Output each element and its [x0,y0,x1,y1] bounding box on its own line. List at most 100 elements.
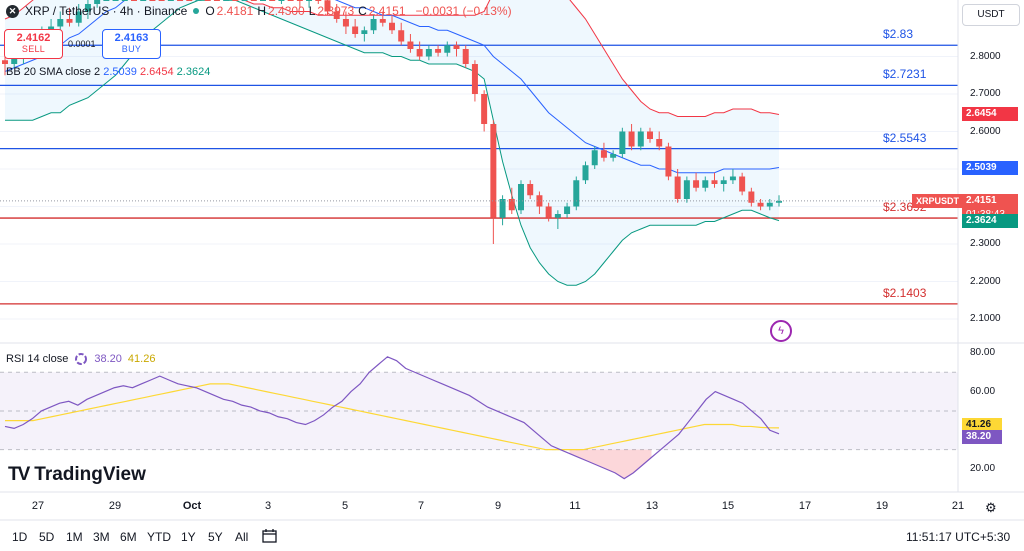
timeframe-1d[interactable]: 1D [12,530,28,544]
candle [536,191,543,214]
bollinger-upper-tag: 2.6454 [962,107,1018,122]
candle [711,172,718,188]
candle [573,176,580,211]
candle [204,0,211,1]
candle-body [278,0,285,1]
ohlc-c: C 2.4151 [358,4,407,18]
candle-body [518,184,524,211]
candle [619,127,626,158]
candle [287,0,294,1]
ohlc-l: L 2.3973 [309,4,356,18]
candle [94,0,101,8]
bollinger-basis-value: 2.5039 [103,66,137,78]
candle [444,41,451,57]
candle [554,210,561,229]
candle-body [407,41,414,49]
candle-body [665,146,672,177]
candle [75,4,82,27]
candle-body [739,176,746,192]
timeframe-3m[interactable]: 3M [93,530,110,544]
candle [499,195,506,226]
candle [250,0,257,1]
candle-body [729,176,736,181]
candle-body [296,0,303,1]
candle [665,142,672,181]
candle [610,150,617,162]
candle-body [333,11,340,19]
sell-button[interactable]: 2.4162 SELL [4,29,63,59]
candle-body [748,191,755,203]
candle [518,180,524,214]
candle-body [776,200,782,203]
timeframe-ytd[interactable]: YTD [147,530,171,544]
candle [57,11,64,31]
level-label: $2.83 [883,27,914,42]
candle [296,0,303,8]
currency-selector[interactable]: USDT [962,4,1020,26]
candle [471,60,478,102]
timeframe-all[interactable]: All [235,530,249,544]
candle-body [94,0,101,4]
last-price-tag: 2.4151 [962,193,1018,208]
candle-body [370,19,377,31]
time-axis-label: 17 [798,500,812,512]
rsi-ma-line [5,383,780,451]
date-range-icon[interactable] [262,528,278,549]
timeframe-5y[interactable]: 5Y [208,530,223,544]
candle [121,0,128,1]
candle-body [619,131,626,154]
tradingview-logo[interactable]: TV TradingView [8,464,146,486]
rsi-legend[interactable]: RSI 14 close 38.20 41.26 [6,352,155,366]
symbol-header[interactable]: ✕ XRP / TetherUS · 4h · Binance O 2.4181 H… [6,4,512,18]
candle-body [103,0,110,1]
tradingview-logo-icon: TV [8,464,30,485]
buy-button[interactable]: 2.4163 BUY [102,29,161,59]
settings-icon[interactable]: ⚙ [985,500,997,515]
rsi-axis-label: 80.00 [970,346,996,358]
price-axis-label: 2.1000 [970,313,1001,324]
candle-body [232,0,239,1]
rsi-axis-label: 20.00 [970,463,996,474]
candle-body [306,0,313,1]
candle [352,19,359,38]
candle [186,0,193,1]
timeframe-1m[interactable]: 1M [66,530,83,544]
candle-body [121,0,128,1]
clock[interactable]: 11:51:17 UTC+5:30 [906,530,1011,544]
ohlc-key: C [358,4,367,18]
rsi-value: 38.20 [94,353,122,365]
ohlc-value: 2.4151 [368,4,406,18]
candle-body [527,184,534,196]
timeframe-6m[interactable]: 6M [120,530,137,544]
time-axis-label: 19 [875,500,889,512]
candle [389,15,395,34]
sell-label: SELL [21,44,46,54]
candle [324,0,331,16]
timeframe-1y[interactable]: 1Y [181,530,196,544]
candle-body [112,0,119,1]
candle [481,90,488,132]
rsi-pane [0,356,958,480]
bollinger-name: BB 20 SMA close 2 [6,66,101,78]
candle-body [398,30,405,42]
flash-icon[interactable]: ϟ [770,320,792,342]
timeframe-5d[interactable]: 5D [39,530,55,544]
candle-body [315,0,322,1]
candle [407,34,414,53]
candle [2,56,8,76]
candle [416,41,423,61]
candle-body [379,19,386,23]
ohlc-key: O [205,4,215,18]
price-axis-label: 2.2000 [970,275,1001,287]
candle-body [167,0,174,1]
candle-body [140,0,147,1]
candle-body [57,19,64,27]
rsi-settings-icon[interactable] [74,352,88,366]
time-axis-label: 11 [569,500,581,512]
time-axis-label: 9 [494,500,502,512]
candle-body [647,131,653,139]
bollinger-legend[interactable]: BB 20 SMA close 2 2.5039 2.6454 2.3624 [6,66,210,78]
candle-body [757,202,764,207]
candle-body [499,199,506,218]
